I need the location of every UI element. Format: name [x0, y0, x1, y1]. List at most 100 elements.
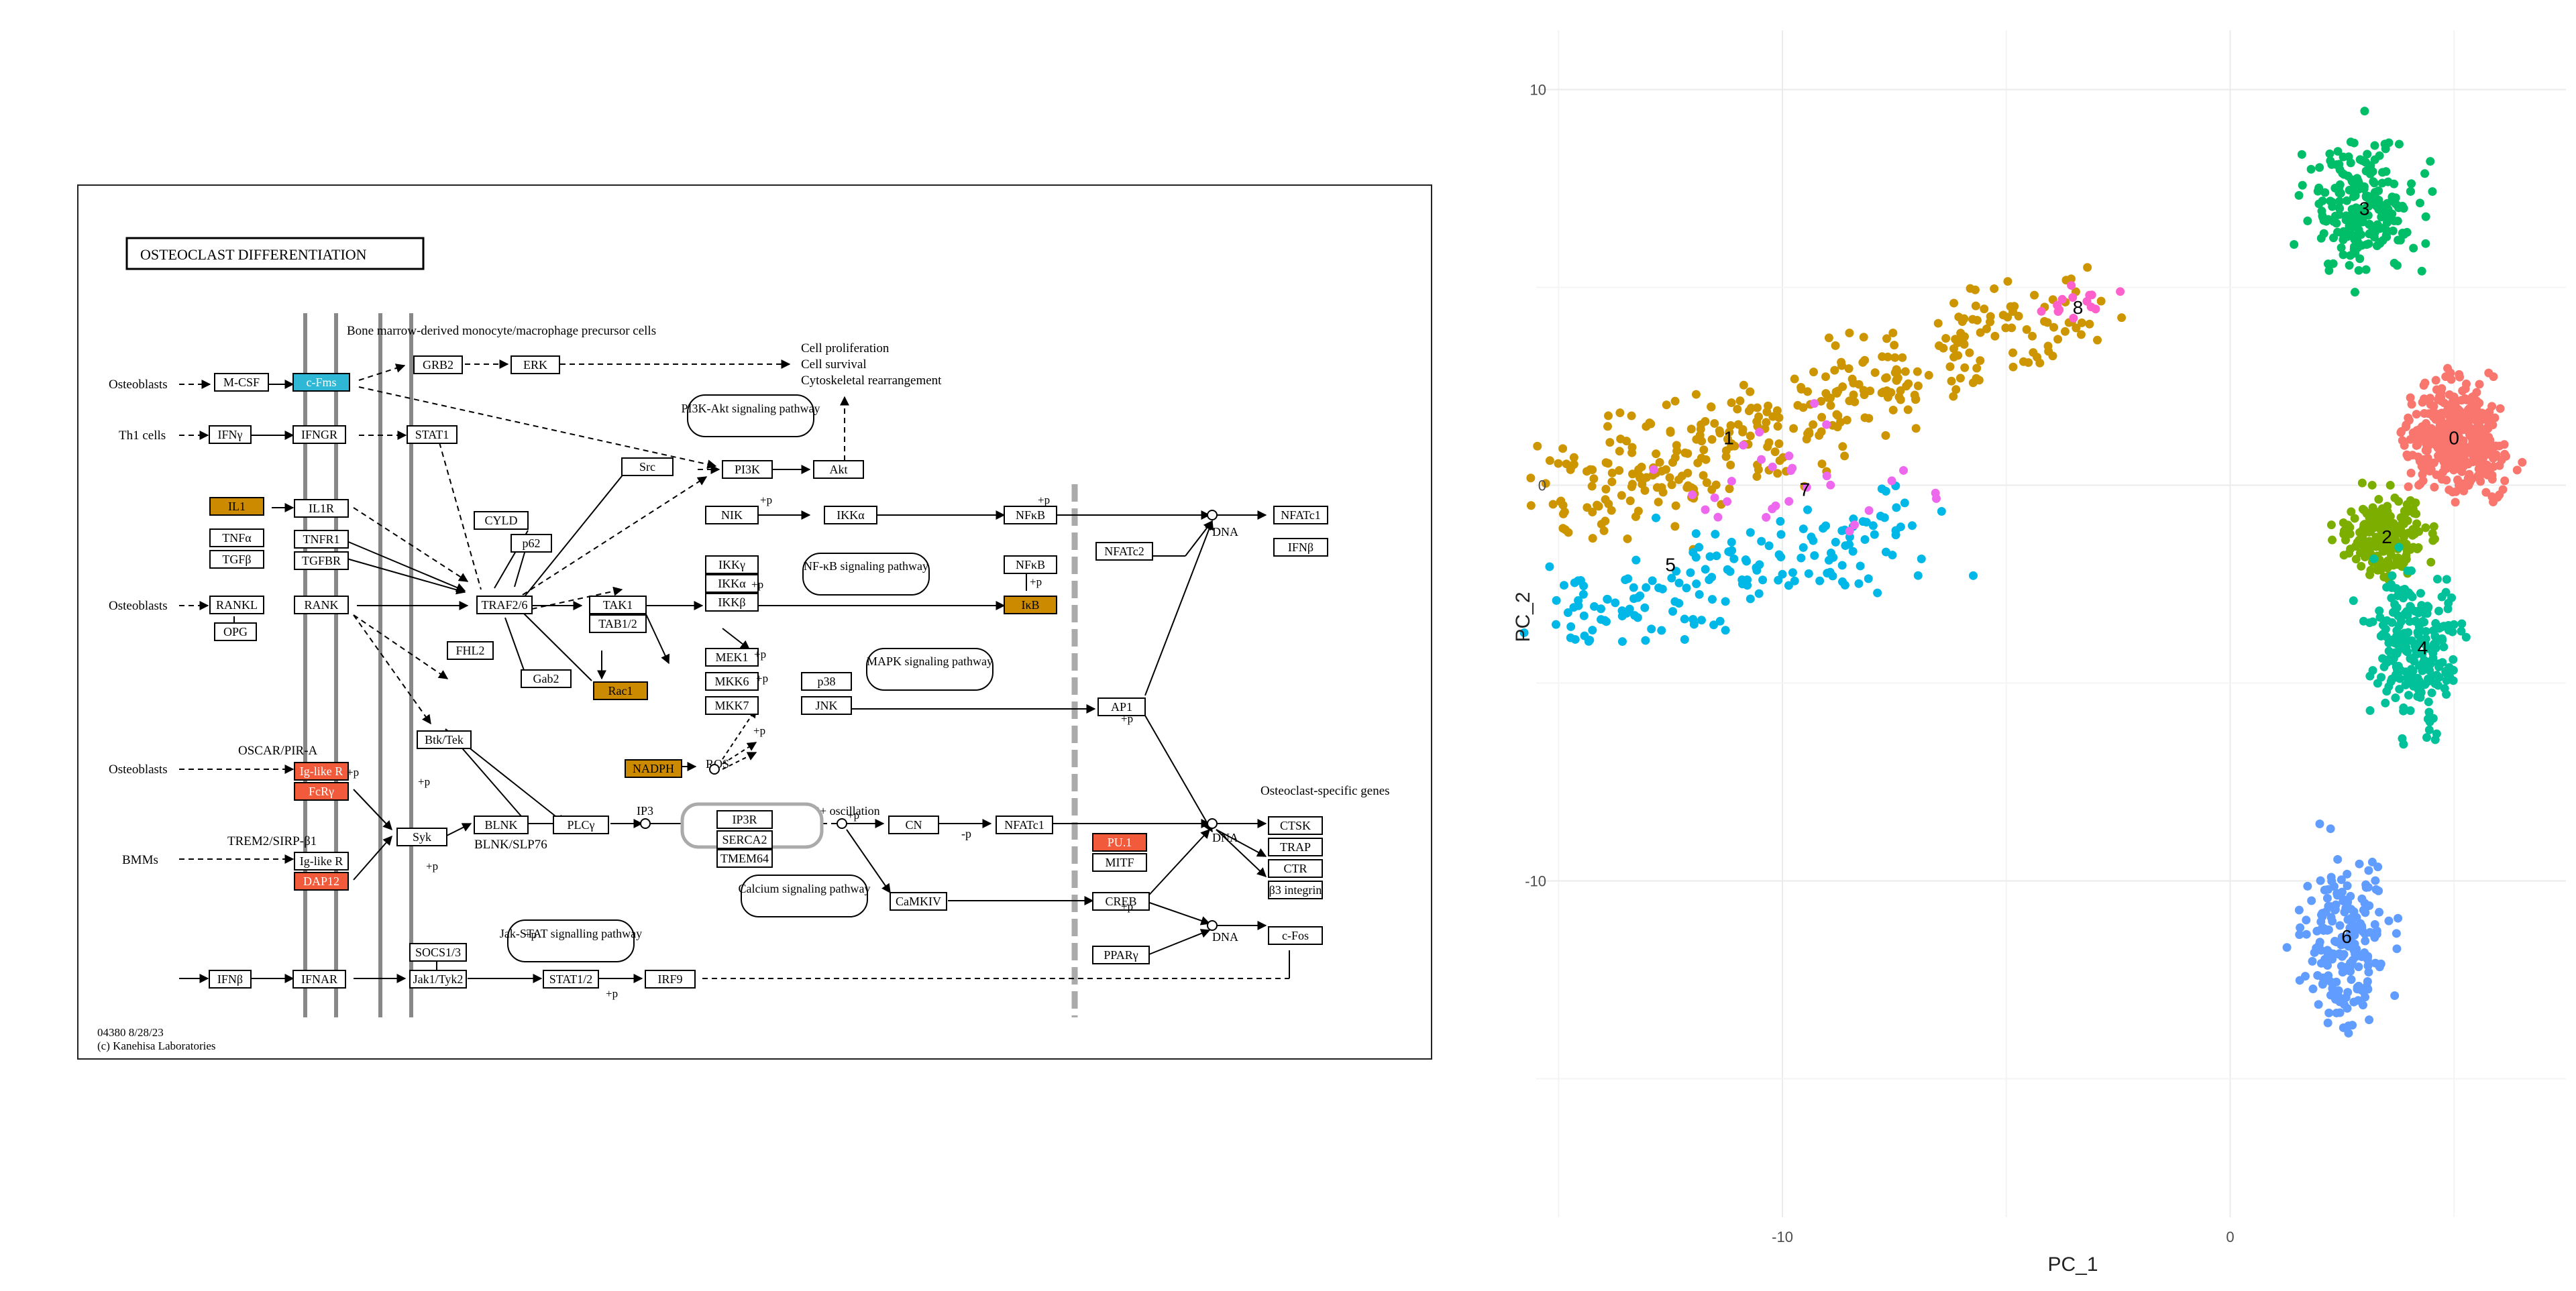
gene-node-ifnb2[interactable]: IFNβ: [209, 970, 252, 989]
gene-node-jnk[interactable]: JNK: [801, 696, 852, 715]
gene-node-ip3r[interactable]: IP3R: [716, 810, 773, 829]
gene-node-ifnb[interactable]: IFNβ: [1273, 538, 1328, 557]
gene-node-irf9[interactable]: IRF9: [645, 970, 696, 989]
point-cluster-0: [2406, 393, 2415, 402]
gene-node-ifny[interactable]: IFNγ: [209, 425, 252, 444]
gene-node-fhl2[interactable]: FHL2: [447, 641, 494, 660]
gene-node-camkiv[interactable]: CaMKIV: [890, 892, 947, 911]
gene-label: M-CSF: [223, 376, 260, 389]
gene-node-stat1[interactable]: STAT1: [407, 425, 458, 444]
gene-node-mitf[interactable]: MITF: [1092, 853, 1147, 872]
gene-node-syk[interactable]: Syk: [396, 828, 447, 846]
nfkb-link[interactable]: NF-κB signaling pathway: [804, 559, 928, 573]
gene-node-ikka2[interactable]: IKKα: [705, 574, 759, 593]
gene-node-socs1-3[interactable]: SOCS1/3: [409, 943, 467, 962]
gene-node-ig-like-r[interactable]: Ig-like R: [294, 762, 349, 781]
gene-node-dap12[interactable]: DAP12: [294, 872, 349, 891]
gene-node-fcry[interactable]: FcRγ: [294, 782, 349, 801]
gene-node-b3[interactable]: β3 integrin: [1268, 881, 1323, 899]
gene-node-tnfr1[interactable]: TNFR1: [294, 530, 349, 549]
gene-node-nik[interactable]: NIK: [705, 506, 759, 524]
gene-node-il1[interactable]: IL1: [209, 497, 264, 516]
gene-node-il1r[interactable]: IL1R: [294, 499, 349, 518]
gene-node-rank[interactable]: RANK: [294, 596, 349, 614]
gene-node-opg[interactable]: OPG: [214, 622, 257, 641]
gene-node-cn[interactable]: CN: [888, 816, 939, 834]
point-cluster-6: [2363, 955, 2372, 964]
jak-stat-link[interactable]: Jak-STAT signalling pathway: [500, 927, 642, 940]
mapk-link[interactable]: MAPK signaling pathway: [867, 655, 993, 668]
gene-node-ikky[interactable]: IKKγ: [705, 555, 759, 574]
pi3k-akt-link[interactable]: PI3K-Akt signaling pathway: [682, 402, 820, 415]
gene-node-tab1-2[interactable]: TAB1/2: [589, 614, 647, 633]
gene-node-p62[interactable]: p62: [511, 534, 552, 553]
gene-node-ap1[interactable]: AP1: [1097, 697, 1146, 716]
gene-node-nfatc1c[interactable]: NFATc1: [996, 816, 1053, 834]
gene-node-rankl[interactable]: RANKL: [209, 596, 264, 614]
gene-node-jak1-tyk2[interactable]: Jak1/Tyk2: [409, 970, 467, 989]
gene-node-ifngr[interactable]: IFNGR: [292, 425, 346, 444]
gene-node-nfatc2[interactable]: NFATc2: [1095, 542, 1153, 561]
point-cluster-7: [1822, 420, 1831, 429]
point-cluster-8: [2053, 307, 2063, 317]
gene-node-src[interactable]: Src: [621, 457, 674, 476]
gene-node-stat1-2[interactable]: STAT1/2: [543, 970, 599, 989]
gene-node-mkk7[interactable]: MKK7: [705, 696, 759, 715]
gene-node-gab2[interactable]: Gab2: [521, 669, 572, 688]
gene-node-traf2-6[interactable]: TRAF2/6: [476, 596, 533, 614]
gene-node-tnfa[interactable]: TNFα: [209, 528, 264, 547]
gene-node-serca2[interactable]: SERCA2: [716, 830, 773, 849]
gene-node-ifnar[interactable]: IFNAR: [292, 970, 346, 989]
point-cluster-1: [2085, 319, 2094, 329]
gene-node-akt[interactable]: Akt: [813, 460, 864, 479]
point-cluster-4: [2427, 646, 2436, 655]
point-cluster-1: [2117, 313, 2127, 323]
gene-node-nfatc1[interactable]: NFATc1: [1273, 506, 1328, 524]
point-cluster-4: [2382, 616, 2392, 625]
point-cluster-5: [1788, 568, 1797, 577]
point-cluster-8: [2067, 281, 2076, 290]
gene-node-rac1[interactable]: Rac1: [593, 681, 648, 700]
gene-node-plcy[interactable]: PLCγ: [553, 816, 609, 834]
gene-node-ig-like-r2[interactable]: Ig-like R: [294, 852, 349, 871]
gene-node-m-csf[interactable]: M-CSF: [214, 373, 269, 392]
gene-node-c-fms[interactable]: c-Fms: [292, 373, 350, 392]
gene-node-c-fos[interactable]: c-Fos: [1268, 926, 1323, 945]
gene-node-ctsk[interactable]: CTSK: [1268, 816, 1323, 835]
gene-node-ikka[interactable]: IKKα: [824, 506, 877, 524]
gene-node-creb[interactable]: CREB: [1092, 892, 1150, 911]
gene-node-btk-tek[interactable]: Btk/Tek: [417, 730, 472, 749]
gene-node-trap[interactable]: TRAP: [1268, 838, 1323, 856]
gene-node-blnk[interactable]: BLNK: [474, 816, 529, 834]
gene-node-mkk6[interactable]: MKK6: [705, 672, 759, 691]
gene-node-ikkb[interactable]: IKKβ: [705, 593, 759, 612]
gene-node-p38[interactable]: p38: [801, 672, 852, 691]
gene-node-nadph[interactable]: NADPH: [625, 759, 682, 778]
gene-node-grb2[interactable]: GRB2: [413, 355, 463, 374]
gene-label: PPARγ: [1104, 948, 1138, 962]
gene-node-cyld[interactable]: CYLD: [474, 511, 529, 530]
gene-node-nfkb[interactable]: NFκB: [1004, 506, 1057, 524]
point-cluster-6: [2354, 962, 2363, 972]
point-cluster-1: [1840, 451, 1849, 461]
point-cluster-0: [2426, 429, 2436, 439]
point-cluster-5: [1642, 583, 1651, 592]
point-cluster-1: [1826, 401, 1835, 410]
point-cluster-5: [1810, 551, 1819, 560]
gene-node-tgfb[interactable]: TGFβ: [209, 550, 264, 569]
gene-node-ppary[interactable]: PPARγ: [1092, 946, 1150, 964]
gene-node-mek1[interactable]: MEK1: [705, 648, 759, 667]
gene-node-tmem64[interactable]: TMEM64: [716, 849, 773, 868]
gene-node-pi3k[interactable]: PI3K: [722, 460, 773, 479]
calcium-link[interactable]: Calcium signaling pathway: [739, 882, 871, 895]
gene-node-erk[interactable]: ERK: [511, 355, 560, 374]
gene-node-nfkb2[interactable]: NFκB: [1004, 555, 1057, 574]
gene-node-tgfbr[interactable]: TGFBR: [294, 551, 349, 570]
gene-node-ikb[interactable]: IκB: [1004, 596, 1057, 614]
gene-node-ctr[interactable]: CTR: [1268, 859, 1323, 878]
point-cluster-1: [1726, 421, 1735, 431]
gene-node-tak1[interactable]: TAK1: [589, 596, 647, 614]
gene-node-pu-1[interactable]: PU.1: [1092, 833, 1147, 852]
point-cluster-0: [2398, 436, 2407, 445]
point-cluster-1: [1605, 438, 1615, 447]
